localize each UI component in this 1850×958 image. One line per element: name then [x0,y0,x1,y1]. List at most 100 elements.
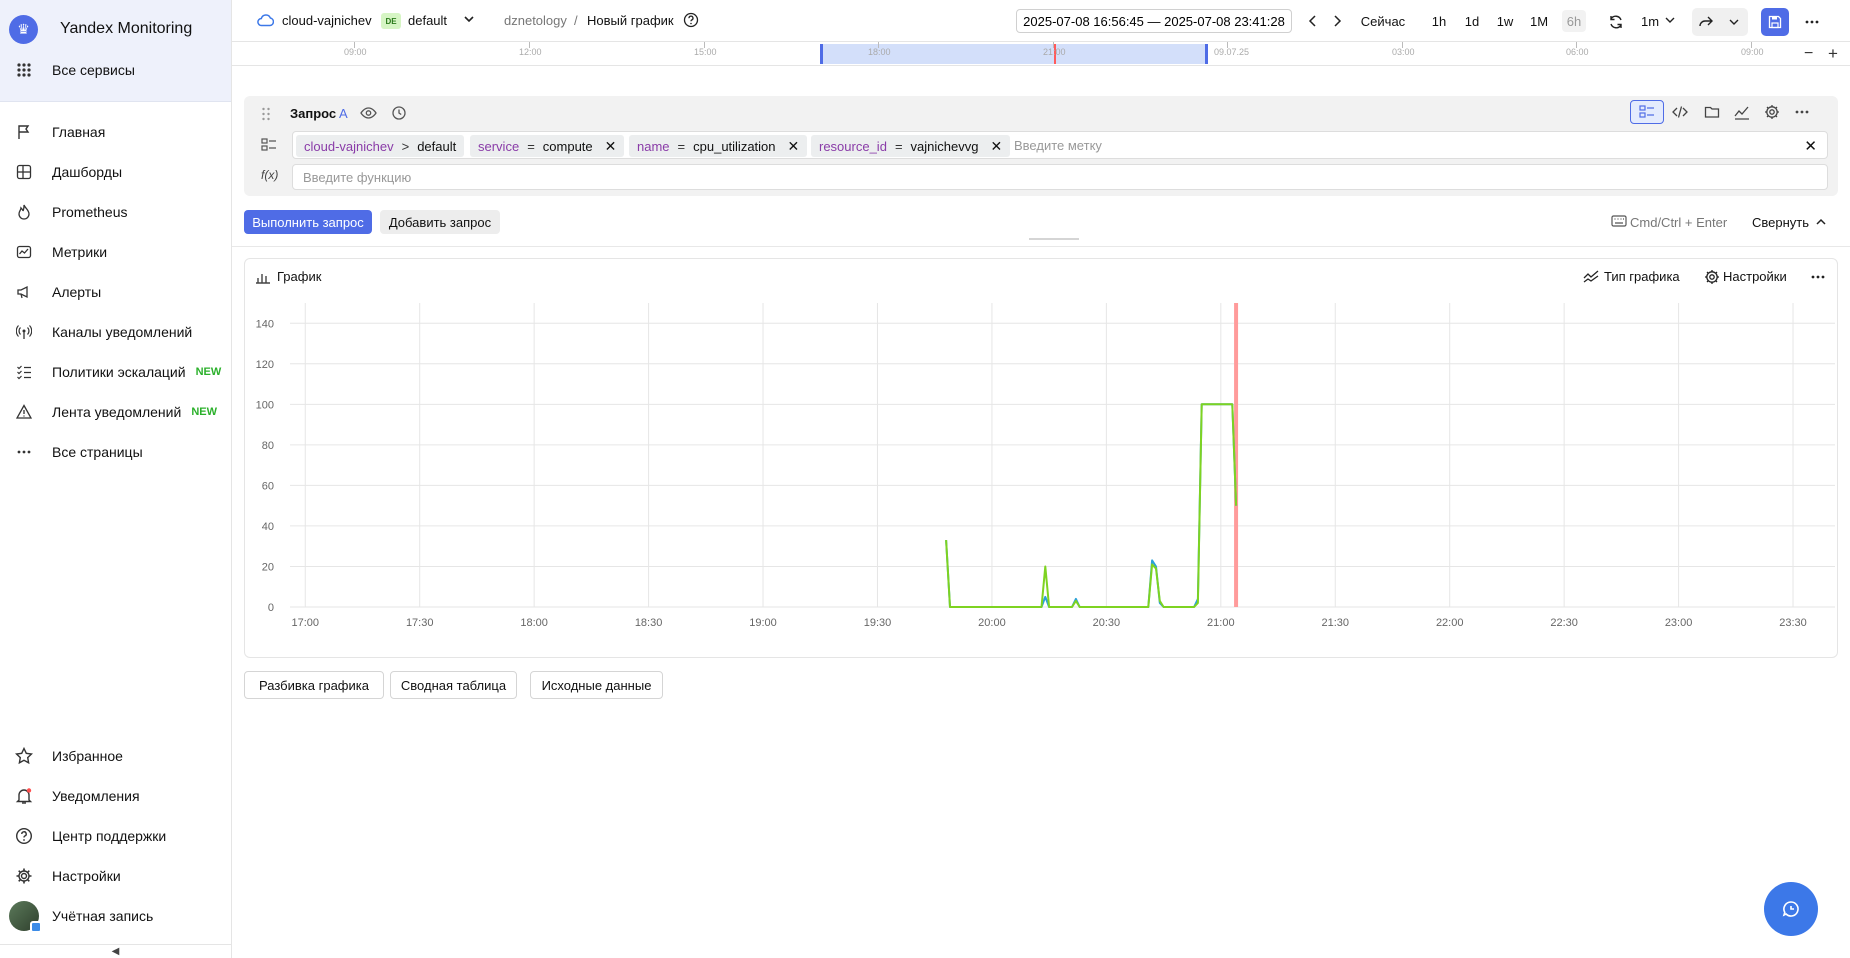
sidebar: ♛ Yandex Monitoring Все сервисы Главная … [0,0,232,958]
sidebar-item-favorites[interactable]: Избранное [0,739,231,773]
label-chip-name[interactable]: name = cpu_utilization ✕ [629,135,808,157]
label-key: service [478,138,520,154]
sidebar-item-metrics[interactable]: Метрики [0,235,231,269]
breadcrumb-separator: / [574,13,578,28]
chart-type-icon[interactable] [1583,270,1599,287]
sidebar-item-label: Уведомления [52,788,140,804]
chevron-left-icon[interactable] [1307,14,1319,31]
sidebar-item-settings[interactable]: Настройки [0,859,231,893]
chevron-up-icon[interactable] [1815,216,1827,231]
more-icon[interactable] [1794,104,1810,123]
now-button[interactable]: Сейчас [1360,13,1406,29]
chevron-down-icon[interactable] [462,12,476,29]
chart-breakdown-button[interactable]: Разбивка графика [244,671,384,699]
sidebar-item-home[interactable]: Главная [0,115,231,149]
sidebar-item-dashboards[interactable]: Дашборды [0,155,231,189]
sidebar-item-label: Каналы уведомлений [52,324,193,340]
preset-1w[interactable]: 1w [1496,13,1514,29]
help-icon[interactable] [683,12,699,31]
refresh-icon[interactable] [1602,8,1630,36]
x-tick-label: 20:30 [1093,617,1121,629]
sidebar-item-feed[interactable]: Лента уведомлений NEW [0,395,231,429]
clear-icon[interactable]: ✕ [1804,138,1817,155]
refresh-interval-select[interactable]: 1m [1640,13,1660,29]
zoom-in-icon[interactable]: + [1828,44,1838,63]
chart-type-button[interactable]: Тип графика [1604,269,1680,284]
add-query-button[interactable]: Добавить запрос [380,210,500,234]
resize-handle[interactable] [1029,238,1079,240]
label-chip-resource-id[interactable]: resource_id = vajnichevvg ✕ [811,135,1011,157]
label-selector-input[interactable]: cloud-vajnichev > default service = comp… [292,131,1828,159]
sidebar-item-all-pages[interactable]: Все страницы [0,435,231,469]
save-icon[interactable] [1761,8,1789,36]
preset-6h[interactable]: 6h [1562,10,1586,32]
sidebar-item-channels[interactable]: Каналы уведомлений [0,315,231,349]
gear-icon[interactable] [1764,104,1780,123]
new-badge: NEW [195,366,222,378]
folder-icon[interactable] [1704,104,1720,123]
sidebar-item-support[interactable]: Центр поддержки [0,819,231,853]
timeline-selection[interactable] [820,44,1208,64]
label-placeholder[interactable]: Введите метку [1014,138,1102,153]
sidebar-item-label: Лента уведомлений [52,404,182,420]
timeline-ruler[interactable]: 09:00 12:00 15:00 18:00 21:00 09.07.25 0… [232,42,1850,66]
time-range-picker[interactable]: 2025-07-08 16:56:45 — 2025-07-08 23:41:2… [1016,9,1292,33]
x-tick-label: 22:00 [1436,617,1464,629]
zoom-out-icon[interactable]: − [1804,45,1814,62]
x-tick-label: 21:30 [1321,617,1349,629]
sidebar-item-label: Политики эскалаций [52,364,186,380]
x-tick-label: 17:30 [406,617,434,629]
query-letter[interactable]: A [339,106,348,121]
ruler-tick: 09:00 [344,47,367,57]
sidebar-item-account[interactable]: Учётная запись [0,899,231,933]
function-input[interactable]: Введите функцию [292,164,1828,190]
share-icon[interactable] [1698,14,1714,33]
selector-cloud-folder-chip[interactable]: cloud-vajnichev > default [296,135,465,157]
caret-left-icon: ◀ [111,946,120,957]
folder-badge: DE [381,13,401,29]
eye-icon[interactable] [360,106,377,123]
close-icon[interactable]: ✕ [990,137,1003,154]
history-icon[interactable] [391,105,407,124]
run-query-button[interactable]: Выполнить запрос [244,210,372,234]
chart-type-icon[interactable] [1734,104,1750,123]
y-tick-label: 80 [262,440,274,452]
more-icon[interactable] [1810,269,1826,288]
label-value: vajnichevvg [910,138,979,154]
chevron-right-icon[interactable] [1331,14,1343,31]
sidebar-item-alerts[interactable]: Алерты [0,275,231,309]
sidebar-item-escalations[interactable]: Политики эскалаций NEW [0,355,231,389]
more-icon[interactable] [1798,8,1826,36]
close-icon[interactable]: ✕ [787,137,800,154]
sidebar-item-prometheus[interactable]: Prometheus [0,195,231,229]
ruler-tick: 12:00 [519,47,542,57]
chevron-down-icon[interactable] [1664,14,1676,29]
x-tick-label: 22:30 [1550,617,1578,629]
chart-settings-button[interactable]: Настройки [1723,269,1787,284]
chevron-down-icon[interactable] [1728,16,1740,31]
cloud-selector[interactable]: cloud-vajnichev [282,13,372,28]
code-mode-icon[interactable] [1672,104,1688,123]
breadcrumb-parent[interactable]: dznetology [504,13,567,28]
preset-1M[interactable]: 1M [1529,13,1549,29]
page-title: Новый график [587,13,674,28]
warning-icon [14,402,34,422]
pivot-table-button[interactable]: Сводная таблица [390,671,517,699]
chat-support-button[interactable] [1764,882,1818,936]
builder-mode-icon[interactable] [1630,100,1664,124]
preset-1h[interactable]: 1h [1431,13,1447,29]
all-services-button[interactable]: Все сервисы [0,53,231,87]
raw-data-button[interactable]: Исходные данные [530,671,663,699]
folder-selector[interactable]: default [408,13,448,28]
logo-row[interactable]: ♛ Yandex Monitoring [0,0,231,58]
label-chip-service[interactable]: service = compute ✕ [470,135,625,157]
gear-icon[interactable] [1704,269,1720,288]
collapse-button[interactable]: Свернуть [1752,215,1810,230]
close-icon[interactable]: ✕ [604,137,617,154]
function-placeholder: Введите функцию [303,170,412,185]
preset-1d[interactable]: 1d [1464,13,1480,29]
collapse-sidebar-button[interactable]: ◀ [0,944,231,958]
drag-handle-icon[interactable] [261,107,271,124]
line-chart[interactable]: 0 20 40 60 80 100 120 140 17:00 17:30 18:00 18:30 19… [245,294,1837,654]
sidebar-item-notifications[interactable]: Уведомления [0,779,231,813]
